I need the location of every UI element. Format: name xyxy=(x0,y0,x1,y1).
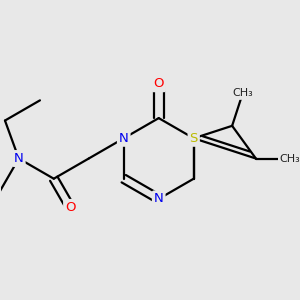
Text: CH₃: CH₃ xyxy=(280,154,300,164)
Text: S: S xyxy=(190,132,198,145)
Text: N: N xyxy=(14,152,24,165)
Text: N: N xyxy=(119,132,129,145)
Text: N: N xyxy=(154,192,164,206)
Text: CH₃: CH₃ xyxy=(232,88,253,98)
Text: O: O xyxy=(154,77,164,90)
Text: O: O xyxy=(65,201,76,214)
